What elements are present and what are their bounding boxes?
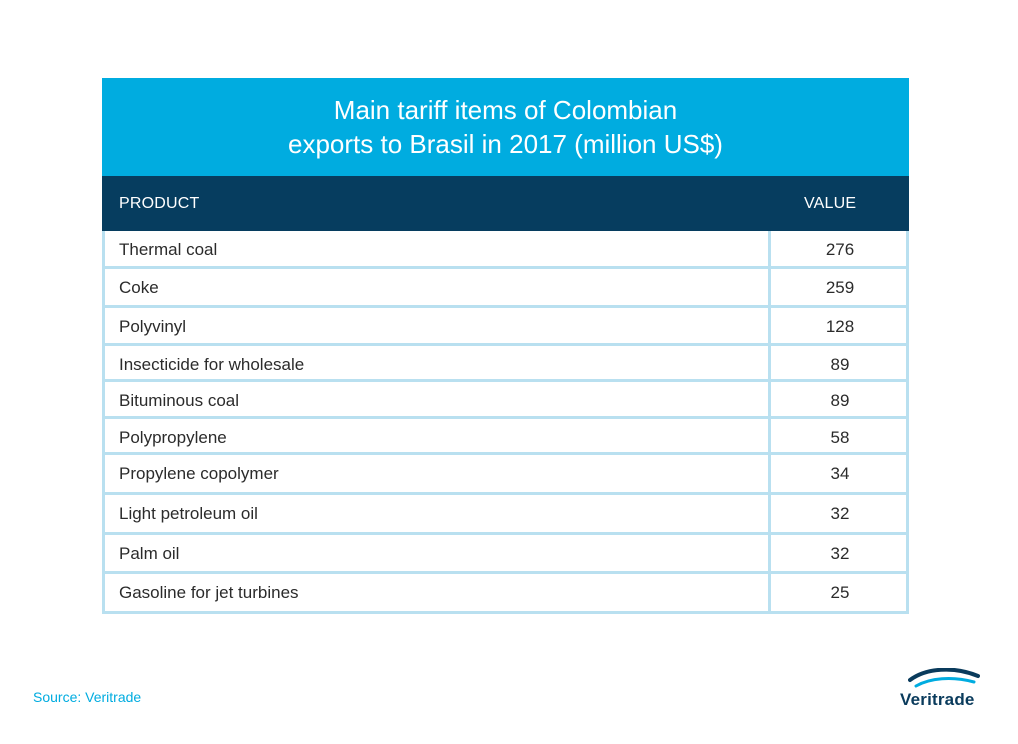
- cell-value: 128: [825, 317, 855, 336]
- header-value: VALUE: [804, 195, 857, 212]
- cell-value: 58: [830, 428, 850, 447]
- column-divider: [768, 419, 771, 455]
- cell-product: Palm oil: [119, 544, 180, 563]
- title-line-1: Main tariff items of Colombian: [333, 95, 678, 125]
- logo-text: Veritrade: [900, 690, 975, 709]
- cell-product: Light petroleum oil: [119, 504, 258, 523]
- table-row: Thermal coal 276: [102, 231, 909, 269]
- cell-product: Insecticide for wholesale: [119, 355, 305, 374]
- cell-value: 259: [825, 278, 855, 297]
- title-line-2: exports to Brasil in 2017 (million US$): [288, 129, 723, 159]
- source-note: Source: Veritrade: [33, 689, 142, 705]
- table-title: Main tariff items of Colombian exports t…: [102, 78, 909, 176]
- table-row: Gasoline for jet turbines 25: [102, 574, 909, 614]
- column-divider: [768, 231, 771, 269]
- cell-value: 89: [830, 355, 850, 374]
- cell-product: Polyvinyl: [119, 317, 187, 336]
- table-row: Coke 259: [102, 269, 909, 308]
- column-divider: [768, 574, 771, 614]
- header-product: PRODUCT: [119, 195, 200, 212]
- cell-product: Thermal coal: [119, 240, 218, 259]
- logo-swoosh-icon: [908, 668, 980, 688]
- table-row: Propylene copolymer 34: [102, 455, 909, 495]
- cell-value: 32: [830, 544, 850, 563]
- table-body: Thermal coal 276 Coke 259 Polyvinyl 128 Insect…: [102, 231, 909, 614]
- column-divider: [768, 455, 771, 495]
- column-divider: [768, 308, 771, 346]
- table-row: Insecticide for wholesale 89: [102, 346, 909, 382]
- column-divider: [768, 382, 771, 419]
- table-header: PRODUCT VALUE: [102, 176, 909, 231]
- cell-product: Gasoline for jet turbines: [119, 583, 299, 602]
- table-row: Polyvinyl 128: [102, 308, 909, 346]
- column-divider: [768, 535, 771, 574]
- table-row: Light petroleum oil 32: [102, 495, 909, 535]
- table-row: Bituminous coal 89: [102, 382, 909, 419]
- data-table: Main tariff items of Colombian exports t…: [102, 78, 909, 614]
- column-divider: [768, 346, 771, 382]
- cell-product: Propylene copolymer: [119, 464, 279, 483]
- column-divider: [768, 269, 771, 308]
- column-divider: [768, 495, 771, 535]
- cell-product: Coke: [119, 278, 159, 297]
- cell-value: 34: [830, 464, 850, 483]
- veritrade-logo: Veritrade: [900, 668, 985, 712]
- cell-product: Polypropylene: [119, 428, 227, 447]
- cell-product: Bituminous coal: [119, 391, 240, 410]
- table-row: Polypropylene 58: [102, 419, 909, 455]
- cell-value: 89: [830, 391, 850, 410]
- cell-value: 25: [830, 583, 850, 602]
- cell-value: 32: [830, 504, 850, 523]
- cell-value: 276: [825, 240, 855, 259]
- table-row: Palm oil 32: [102, 535, 909, 574]
